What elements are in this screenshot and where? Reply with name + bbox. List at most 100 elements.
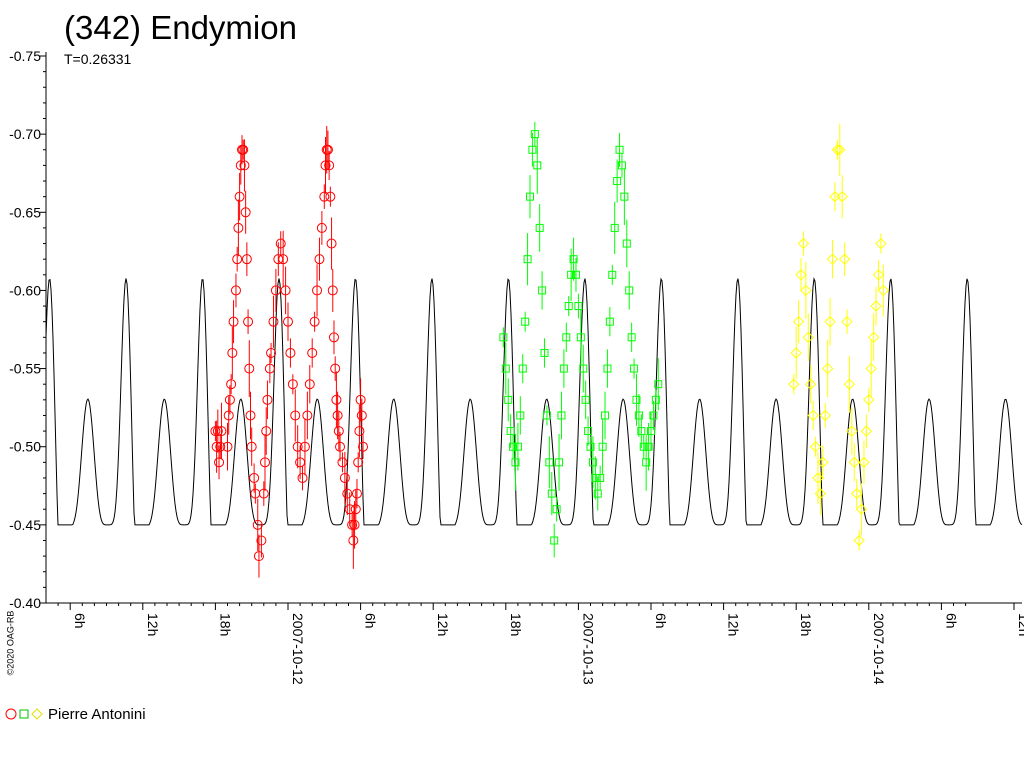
data-point-circle (233, 222, 244, 233)
data-point-square (610, 223, 619, 232)
data-point-circle (280, 285, 291, 296)
x-tick-label: 18h (217, 613, 233, 636)
chart-axes (45, 52, 1022, 604)
data-point-circle (350, 504, 361, 515)
y-tick-label: -0.70 (9, 126, 41, 142)
data-point-circle (342, 488, 353, 499)
data-point-diamond (795, 269, 807, 281)
data-points-group (210, 121, 890, 578)
data-point-circle (275, 238, 286, 249)
data-point-circle (278, 254, 289, 265)
data-point-circle (253, 551, 264, 562)
data-point-square (552, 505, 561, 514)
data-point-diamond (802, 331, 815, 344)
data-point-square (521, 317, 530, 326)
data-point-square (601, 411, 610, 420)
data-point-square (533, 161, 542, 170)
data-point-circle (234, 191, 245, 202)
data-point-circle (324, 160, 335, 171)
x-tick-label: 6h (943, 613, 959, 629)
data-point-circle (330, 363, 341, 374)
data-point-diamond (846, 425, 858, 437)
data-point-circle (250, 488, 261, 499)
data-point-square (518, 364, 527, 373)
data-point-circle (312, 285, 323, 296)
data-point-square (526, 192, 534, 201)
data-point-square (586, 442, 595, 451)
legend-diamond-marker (31, 708, 43, 720)
data-point-circle (260, 457, 271, 468)
data-point-square (571, 270, 580, 279)
x-tick-labels: 6h 12h 18h 2007-10-12 6h 12h 18h 2007-10-13 6h 12… (57, 603, 1024, 685)
data-point-diamond (814, 487, 827, 500)
data-point-square (605, 317, 614, 326)
series-square-group (499, 121, 663, 558)
data-point-circle (238, 144, 249, 155)
data-point-square (584, 427, 593, 436)
data-point-circle (268, 316, 279, 327)
chart-subtitle: T=0.26331 (64, 51, 132, 67)
data-point-circle (354, 426, 365, 437)
data-point-circle (264, 363, 275, 374)
data-point-square (545, 458, 554, 467)
data-point-circle (243, 316, 254, 327)
data-point-diamond (817, 456, 829, 469)
data-point-diamond (792, 315, 805, 328)
data-point-diamond (838, 253, 851, 265)
data-point-diamond (877, 284, 890, 297)
x-tick-label: 12h (435, 613, 451, 636)
data-point-circle (212, 426, 223, 437)
data-point-circle (358, 441, 369, 452)
x-tick-label: 6h (653, 613, 669, 629)
data-point-circle (332, 410, 343, 421)
data-point-circle (261, 426, 272, 437)
data-point-square (535, 223, 544, 232)
data-point-circle (327, 285, 338, 296)
data-point-circle (214, 457, 225, 468)
data-point-square (596, 473, 605, 482)
data-point-circle (355, 394, 366, 405)
data-point-circle (347, 519, 358, 530)
data-point-diamond (788, 378, 800, 390)
data-point-square (637, 427, 646, 436)
data-point-diamond (855, 503, 868, 515)
data-point-square (509, 442, 518, 451)
data-point-diamond (797, 237, 810, 250)
data-point-square (538, 286, 547, 295)
data-point-diamond (860, 425, 873, 437)
data-point-square (523, 255, 532, 264)
data-point-diamond (826, 253, 839, 265)
data-point-circle (316, 222, 327, 233)
data-point-circle (283, 316, 293, 327)
y-tick-labels: -0.75 -0.70 -0.65 -0.60 -0.55 -0.50 -0.45 -0.40 (9, 48, 46, 611)
data-point-circle (246, 441, 257, 452)
data-point-square (540, 348, 549, 357)
data-point-diamond (850, 487, 863, 500)
data-point-diamond (800, 284, 812, 297)
legend-circle-marker (5, 708, 17, 720)
data-point-square (576, 333, 585, 342)
data-point-circle (302, 410, 313, 421)
x-tick-label: 2007-10-14 (871, 613, 887, 685)
data-point-diamond (821, 362, 834, 375)
data-point-square (506, 427, 515, 436)
data-point-circle (240, 207, 251, 218)
data-point-square (651, 395, 660, 404)
data-point-square (581, 395, 590, 404)
data-point-square (555, 458, 564, 467)
data-point-circle (256, 535, 267, 546)
data-point-square (642, 458, 651, 467)
data-point-square (654, 380, 663, 389)
data-point-diamond (858, 456, 870, 469)
data-point-square (630, 364, 639, 373)
data-point-circle (320, 160, 331, 171)
y-tick-label: -0.50 (9, 439, 41, 455)
data-point-circle (216, 426, 227, 437)
data-point-square (608, 270, 617, 279)
y-tick-label: -0.60 (9, 282, 41, 298)
data-point-square (504, 395, 513, 404)
data-point-circle (227, 347, 238, 358)
data-point-circle (244, 363, 255, 374)
data-point-circle (309, 316, 320, 327)
data-point-circle (333, 426, 344, 437)
